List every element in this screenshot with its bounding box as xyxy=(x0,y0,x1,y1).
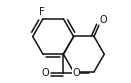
Text: O: O xyxy=(42,68,49,78)
Text: F: F xyxy=(39,7,45,17)
Text: O: O xyxy=(100,15,107,24)
Text: O: O xyxy=(72,68,80,78)
